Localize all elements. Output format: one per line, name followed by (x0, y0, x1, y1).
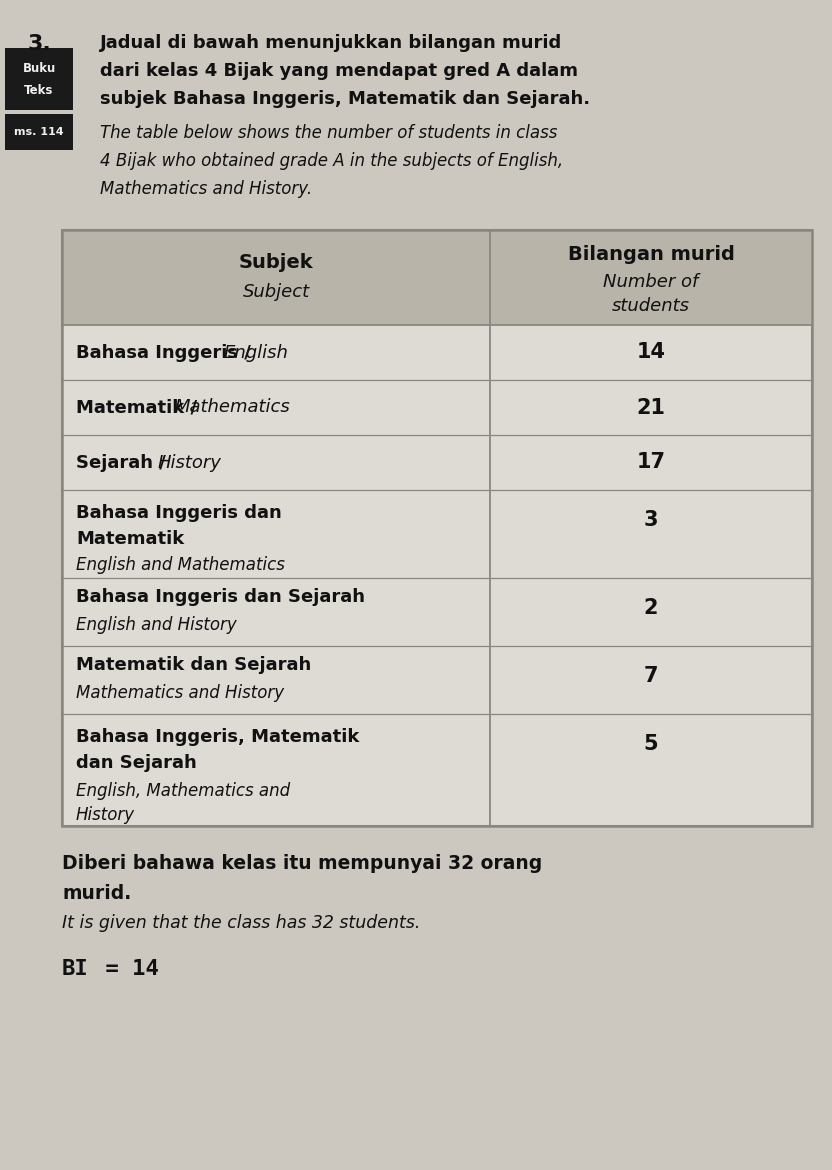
Text: Subject: Subject (242, 283, 310, 301)
Text: students: students (612, 297, 690, 315)
Text: English and History: English and History (76, 615, 237, 634)
Text: Bahasa Inggeris /: Bahasa Inggeris / (76, 344, 257, 362)
Text: It is given that the class has 32 students.: It is given that the class has 32 studen… (62, 914, 420, 932)
Text: Teks: Teks (24, 83, 54, 96)
Text: 3.: 3. (28, 34, 52, 54)
Text: 5: 5 (644, 734, 658, 753)
Text: dan Sejarah: dan Sejarah (76, 753, 196, 772)
Text: 7: 7 (644, 666, 658, 686)
Text: Matematik /: Matematik / (76, 399, 203, 417)
Text: Jadual di bawah menunjukkan bilangan murid: Jadual di bawah menunjukkan bilangan mur… (100, 34, 562, 51)
Text: 14: 14 (636, 343, 666, 363)
Text: subjek Bahasa Inggeris, Matematik dan Sejarah.: subjek Bahasa Inggeris, Matematik dan Se… (100, 90, 590, 108)
Bar (5, 48, 73, 110)
Text: 2: 2 (644, 598, 658, 618)
Text: History: History (76, 806, 135, 824)
Text: English: English (224, 344, 289, 362)
Text: Subjek: Subjek (239, 253, 314, 271)
Text: 3: 3 (644, 510, 658, 530)
Text: 21: 21 (636, 398, 666, 418)
Bar (62, 230, 812, 826)
Bar (5, 113, 73, 150)
Text: Bahasa Inggeris dan Sejarah: Bahasa Inggeris dan Sejarah (76, 589, 365, 606)
Text: murid.: murid. (62, 885, 131, 903)
Text: Buku: Buku (22, 62, 56, 75)
Text: = 14: = 14 (92, 959, 159, 979)
Text: English and Mathematics: English and Mathematics (76, 556, 285, 574)
Text: Sejarah /: Sejarah / (76, 454, 172, 472)
Text: Matematik: Matematik (76, 530, 184, 548)
Text: Number of: Number of (603, 273, 699, 291)
Text: Bahasa Inggeris, Matematik: Bahasa Inggeris, Matematik (76, 728, 359, 746)
Text: History: History (158, 454, 222, 472)
Text: BI: BI (62, 959, 89, 979)
Text: ms. 114: ms. 114 (14, 128, 64, 137)
Text: Mathematics: Mathematics (175, 399, 290, 417)
Bar (62, 230, 812, 826)
Text: Bilangan murid: Bilangan murid (567, 245, 735, 263)
Text: Mathematics and History: Mathematics and History (76, 684, 284, 702)
Text: 4 Bijak who obtained grade A in the subjects of English,: 4 Bijak who obtained grade A in the subj… (100, 152, 563, 170)
Text: English, Mathematics and: English, Mathematics and (76, 782, 290, 800)
Text: The table below shows the number of students in class: The table below shows the number of stud… (100, 124, 557, 142)
Text: dari kelas 4 Bijak yang mendapat gred A dalam: dari kelas 4 Bijak yang mendapat gred A … (100, 62, 578, 80)
Text: 17: 17 (636, 453, 666, 473)
Text: Matematik dan Sejarah: Matematik dan Sejarah (76, 656, 311, 674)
Text: Mathematics and History.: Mathematics and History. (100, 180, 312, 198)
Text: Bahasa Inggeris dan: Bahasa Inggeris dan (76, 504, 282, 522)
Text: Diberi bahawa kelas itu mempunyai 32 orang: Diberi bahawa kelas itu mempunyai 32 ora… (62, 854, 542, 873)
Bar (62, 230, 812, 325)
